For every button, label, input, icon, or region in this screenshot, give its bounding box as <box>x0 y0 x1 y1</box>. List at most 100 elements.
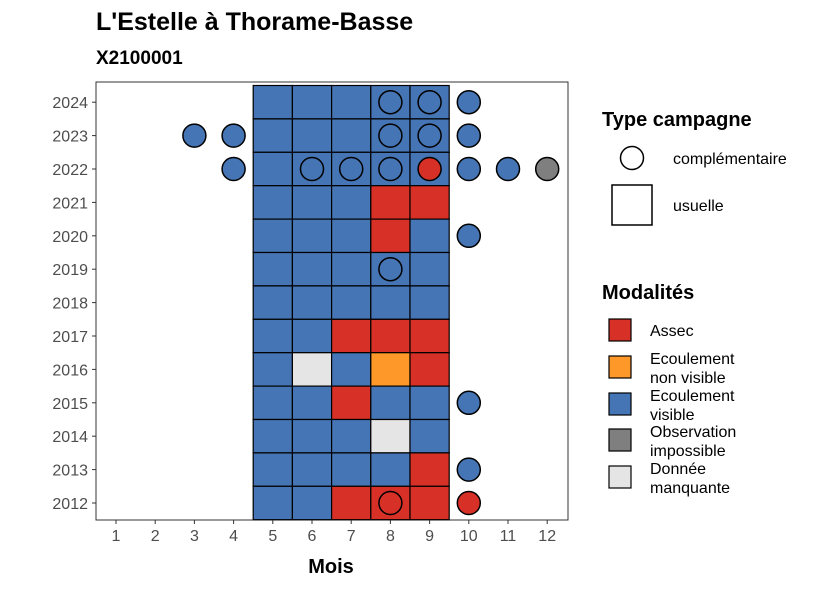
x-tick-label: 7 <box>347 528 356 545</box>
tile-2019-5 <box>252 251 293 287</box>
x-tick-label: 10 <box>460 528 478 545</box>
tile-2016-9 <box>409 352 450 387</box>
legend-modalite-key <box>608 392 632 416</box>
tile-2021-9 <box>409 185 450 220</box>
tile-2013-5 <box>252 452 293 487</box>
tile-2021-7 <box>331 185 372 220</box>
tile-2012-7 <box>331 485 372 521</box>
tile-2018-8 <box>370 285 411 320</box>
x-tick-label: 1 <box>112 528 121 545</box>
tile-2014-8 <box>370 418 411 454</box>
tile-2016-6 <box>291 352 333 387</box>
tile-2023-7 <box>331 118 372 153</box>
x-tick-label: 8 <box>386 528 395 545</box>
point-2012-8 <box>378 490 403 516</box>
tile-2023-6 <box>291 118 333 153</box>
tile-2020-8 <box>370 218 411 254</box>
point-2023-9 <box>417 123 442 148</box>
tile-2020-5 <box>252 218 293 254</box>
point-2022-12 <box>534 156 560 182</box>
point-2023-8 <box>378 123 403 148</box>
tile-2018-9 <box>409 285 450 320</box>
tile-2020-9 <box>409 218 450 254</box>
chart-subtitle: X2100001 <box>96 48 183 69</box>
tile-2012-9 <box>409 485 450 521</box>
tile-2021-8 <box>370 185 411 220</box>
x-tick-label: 12 <box>538 528 556 545</box>
tile-2013-6 <box>291 452 333 487</box>
tile-2024-5 <box>252 84 293 120</box>
tile-2012-5 <box>252 485 293 521</box>
point-2024-9 <box>417 89 442 115</box>
legend-modalite-label: visible <box>650 407 695 424</box>
legend-modalite-label: Ecoulement <box>650 351 735 368</box>
legend-modalite-key <box>608 318 632 342</box>
tile-2018-6 <box>291 285 333 320</box>
y-tick-label: 2017 <box>52 329 88 346</box>
tile-2023-5 <box>252 118 293 153</box>
tile-2017-9 <box>409 318 450 354</box>
tile-2020-6 <box>291 218 333 254</box>
y-tick-label: 2018 <box>52 296 88 313</box>
y-tick-label: 2015 <box>52 396 88 413</box>
tile-2020-7 <box>331 218 372 254</box>
tile-2015-6 <box>291 385 333 421</box>
x-tick-label: 5 <box>268 528 277 545</box>
tile-2018-7 <box>331 285 372 320</box>
legend-modalite-key <box>608 465 632 489</box>
legend-modalite-label: Observation <box>650 424 736 441</box>
point-2020-10 <box>456 223 482 249</box>
x-axis-title: Mois <box>308 556 354 578</box>
tile-2015-7 <box>331 385 372 421</box>
tile-2013-8 <box>370 452 411 487</box>
tile-2014-9 <box>409 418 450 454</box>
x-tick-label: 2 <box>151 528 160 545</box>
tile-2014-5 <box>252 418 293 454</box>
point-2024-8 <box>378 89 403 115</box>
tile-2017-8 <box>370 318 411 354</box>
x-tick-label: 6 <box>308 528 317 545</box>
point-2013-10 <box>456 457 482 482</box>
point-2023-10 <box>456 123 482 148</box>
point-2012-10 <box>456 490 482 516</box>
tile-2024-6 <box>291 84 333 120</box>
tile-2018-5 <box>252 285 293 320</box>
y-tick-label: 2022 <box>52 162 88 179</box>
legend-square-key <box>611 184 653 226</box>
tile-2024-7 <box>331 84 372 120</box>
point-2022-7 <box>338 156 364 182</box>
tile-2013-7 <box>331 452 372 487</box>
point-2015-10 <box>456 390 482 416</box>
tile-2015-8 <box>370 385 411 421</box>
legend-modalite-key <box>608 355 632 379</box>
y-tick-label: 2024 <box>52 95 88 112</box>
tile-2019-9 <box>409 251 450 287</box>
point-2023-4 <box>221 123 246 148</box>
point-2022-10 <box>456 156 482 182</box>
y-tick-label: 2016 <box>52 362 88 379</box>
tile-2021-5 <box>252 185 293 220</box>
legend-modalite-label: Ecoulement <box>650 388 735 405</box>
legend-modalite-label: manquante <box>650 480 730 497</box>
tile-2016-5 <box>252 352 293 387</box>
point-2019-8 <box>378 256 403 282</box>
point-2022-4 <box>221 156 246 182</box>
y-tick-label: 2012 <box>52 496 88 513</box>
point-2024-10 <box>456 89 482 115</box>
tile-2017-7 <box>331 318 372 354</box>
y-tick-label: 2013 <box>52 463 88 480</box>
plot-area: 1 2 3 4 5 6 7 8 9 10 11 122024202320222021202020192… <box>52 81 569 545</box>
point-2022-8 <box>378 156 403 182</box>
tile-2014-7 <box>331 418 372 454</box>
legend-modalite-key <box>608 428 632 452</box>
legend-type-label: usuelle <box>673 198 724 215</box>
legend-circle-key <box>619 145 645 171</box>
tile-2021-6 <box>291 185 333 220</box>
tile-2013-9 <box>409 452 450 487</box>
tile-2017-6 <box>291 318 333 354</box>
tile-2012-6 <box>291 485 333 521</box>
tile-2016-7 <box>331 352 372 387</box>
tile-2016-8 <box>370 352 411 387</box>
point-2022-6 <box>299 156 325 182</box>
